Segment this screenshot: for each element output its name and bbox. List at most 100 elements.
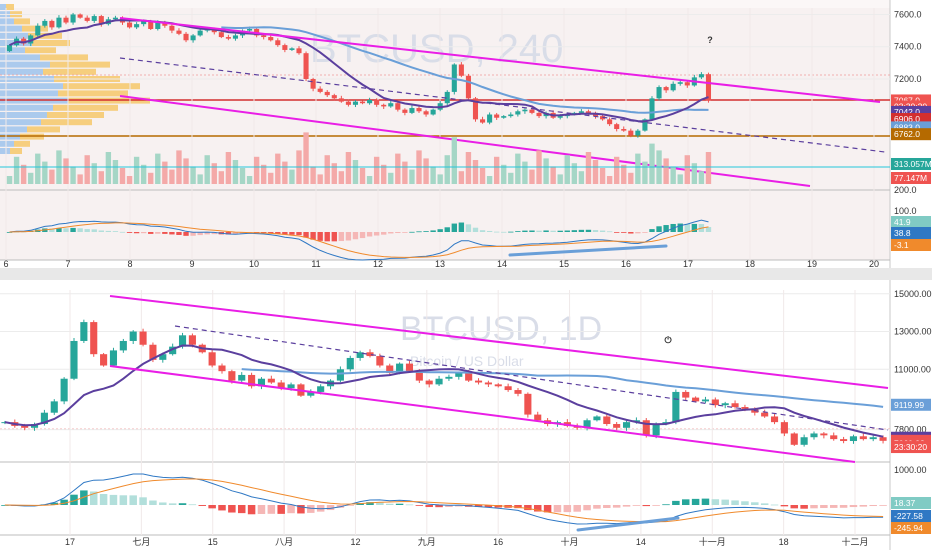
bottom-candle [149,344,157,360]
top-macd-hist-bar [458,222,465,232]
top-pane-bg [0,0,890,260]
top-macd-hist-bar [324,232,330,242]
top-macd-hist-bar [529,230,535,232]
bottom-macd-hist-bar [188,504,197,506]
bottom-candle [129,331,137,341]
bottom-candle [139,331,147,345]
top-macd-hist-bar [176,232,182,235]
bottom-price-tag-bg-4 [891,441,931,454]
bottom-price-tag-4: 23:30:20 [894,442,927,452]
top-macd-hist-bar [225,232,232,235]
volume-bar [444,155,450,184]
top-candle [35,25,41,36]
volume-bar [451,137,457,184]
bottom-macd-hist-bar [543,505,552,513]
volume-bar [691,163,698,184]
top-macd-hist-bar [140,232,147,234]
bottom-candle [178,335,187,347]
bottom-macd-hist-bar [573,505,581,512]
bottom-candle [317,386,325,392]
top-macd-hist-bar [133,232,140,234]
top-price-tag-3: 6906.0 [894,114,920,124]
volume-bar [599,168,606,184]
top-macd-hist-bar [564,230,570,232]
top-macd-hist-bar [543,230,549,232]
volume-bar [253,156,260,184]
bottom-candle [109,350,118,366]
bottom-candle [90,322,98,355]
top-macd-hist-bar [155,232,161,234]
bottom-candle [622,422,631,428]
bottom-macd-hist-bar [622,505,631,507]
top-candle [225,37,231,39]
volume-bar [508,172,514,184]
top-macd-hist-bar [70,227,76,232]
volume-bar [324,155,330,184]
top-macd-hist-bar [282,232,288,235]
volume-bar [402,161,408,184]
bottom-macd-hist-bar [603,505,611,509]
volume-bar [20,164,27,184]
bottom-macd-hist-bar [524,505,532,511]
top-candle [49,20,55,28]
volume-bar [310,166,316,184]
top-candle [487,114,493,123]
top-macd-hist-bar [550,230,556,232]
volume-bar [677,174,683,184]
bottom-candle [474,380,483,383]
top-candle [649,98,655,120]
bottom-macd-hist-bar [385,503,394,505]
top-candle [578,111,584,113]
top-ma-fast-line [9,19,709,123]
bottom-ytick-0: 15000.00 [894,289,932,299]
bottom-macd-hist-bar [741,501,749,505]
volume-bar [148,172,154,184]
top-macd-hist-bar [705,227,712,232]
volume-bar [423,158,429,184]
bottom-candle [415,371,423,381]
volume-tag-1: 77.147M [894,173,927,183]
volume-profile-bar [10,148,22,154]
top-macd-hist-bar [557,230,563,232]
volume-tag-bg-0 [891,158,931,170]
volume-profile-bar [0,140,14,147]
top-candle [472,98,479,120]
bottom-ytick-1: 13000.00 [894,327,932,337]
volume-bar [670,166,676,184]
volume-bar [621,164,627,184]
top-candle [190,35,196,41]
top-macd-hist-bar [105,230,112,232]
bottom-macd-hist-bar [435,505,443,508]
top-price-tag-2: 7042.0 [894,107,920,117]
top-candle [395,103,401,110]
volume-bar [112,160,119,184]
top-macd-hist-bar [275,232,281,234]
top-candle [409,108,415,113]
volume-bar [49,169,55,184]
volume-profile-bar [32,40,70,46]
bottom-macd-hist-bar [287,505,295,514]
top-candle [197,30,203,36]
top-candle [63,17,69,23]
bottom-macd-hist-bar [514,505,522,509]
bottom-macd-hist-bar [70,494,78,505]
top-macd-hist-bar [119,231,126,233]
top-candle [352,101,359,105]
top-macd-hist-bar [536,230,542,232]
top-macd-hist-bar [261,232,267,233]
top-xtick-4: 10 [249,259,259,269]
top-candle [614,124,620,130]
bottom-macd-hist-bar [307,505,315,513]
volume-bar [345,152,352,184]
top-macd-hist-bar [126,232,133,233]
volume-bar [430,166,436,184]
bottom-candle [741,407,749,409]
volume-profile-bar [0,119,41,126]
bottom-candle [593,416,601,421]
top-macd-hist-bar [649,229,655,232]
volume-bar [63,158,69,184]
bottom-candle [731,403,739,408]
top-candle [282,45,288,50]
